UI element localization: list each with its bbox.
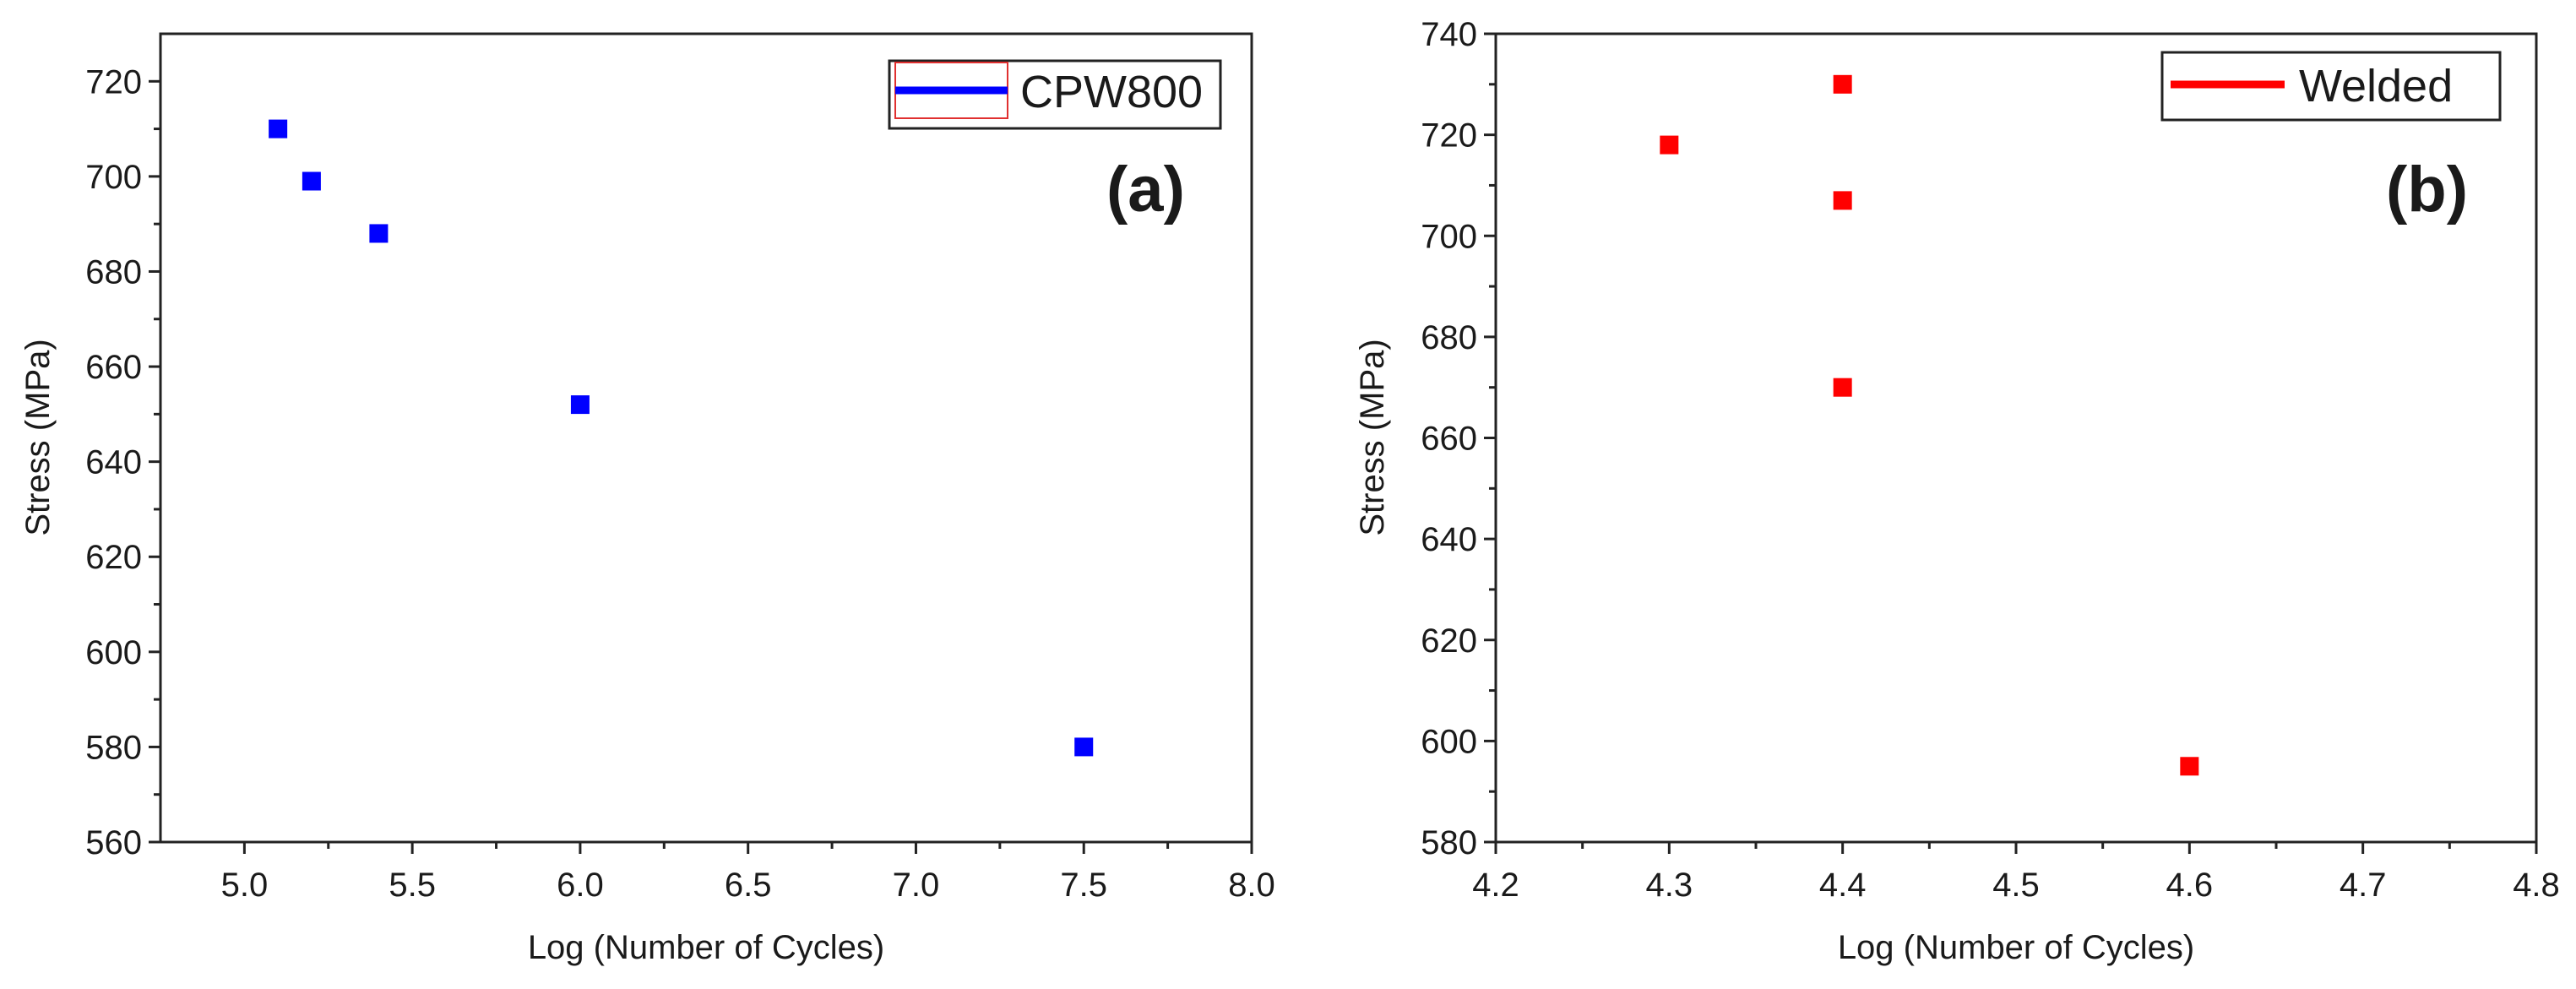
data-point-a [369, 224, 389, 243]
x-tick-label-b: 4.5 [1992, 867, 2040, 904]
panel-label-b: (b) [2386, 154, 2468, 226]
data-point-b [1833, 191, 1852, 210]
x-tick-label-a: 7.0 [893, 867, 940, 904]
x-tick-label-b: 4.6 [2166, 867, 2214, 904]
data-point-b [2180, 757, 2199, 776]
data-point-b [1660, 135, 1679, 155]
y-tick-label-a: 600 [85, 634, 142, 671]
y-tick-label-b: 620 [1421, 622, 1477, 660]
y-tick-label-a: 700 [85, 159, 142, 196]
chart-a: 5.0 5.5 6.0 6.5 7.0 7.5 8.0 560 580 600 620 640 660 6… [19, 32, 1275, 966]
x-tick-label-a: 6.0 [557, 867, 604, 904]
x-tick-label-b: 4.8 [2513, 867, 2560, 904]
y-tick-label-b: 660 [1421, 421, 1477, 458]
plot-frame-a [159, 32, 1253, 844]
x-tick-label-b: 4.7 [2340, 867, 2387, 904]
data-point-a [570, 395, 590, 415]
panel-label-a: (a) [1106, 154, 1185, 226]
y-tick-label-b: 720 [1421, 117, 1477, 155]
data-point-b [1833, 378, 1852, 397]
x-tick-label-b: 4.2 [1472, 867, 1519, 904]
x-tick-label-a: 7.5 [1060, 867, 1107, 904]
data-point-b [1833, 74, 1852, 94]
points-b [1660, 74, 2199, 776]
x-tick-label-a: 5.0 [221, 867, 269, 904]
ticks-a: 5.0 5.5 6.0 6.5 7.0 7.5 8.0 560 580 600 620 640 660 6… [85, 63, 1275, 904]
y-tick-label-b: 600 [1421, 723, 1477, 760]
data-point-a [269, 119, 288, 139]
ticks-b: 4.2 4.3 4.4 4.5 4.6 4.7 4.8 580 600 620 640 660 680 7… [1421, 16, 2560, 904]
y-tick-label-a: 560 [85, 824, 142, 861]
data-point-a [302, 171, 321, 191]
points-a [269, 119, 1094, 757]
y-tick-label-a: 640 [85, 444, 142, 481]
plot-frame-b [1494, 32, 2538, 844]
y-axis-title-b: Stress (MPa) [1354, 339, 1391, 535]
y-tick-label-a: 660 [85, 349, 142, 386]
x-axis-title-a: Log (Number of Cycles) [528, 929, 884, 966]
chart-b: 4.2 4.3 4.4 4.5 4.6 4.7 4.8 580 600 620 640 660 680 7… [1354, 16, 2560, 966]
legend-label-b: Welded [2299, 61, 2453, 111]
x-tick-label-b: 4.3 [1646, 867, 1693, 904]
x-tick-label-a: 8.0 [1228, 867, 1275, 904]
y-tick-label-b: 700 [1421, 218, 1477, 255]
x-tick-label-b: 4.4 [1819, 867, 1867, 904]
y-tick-label-b: 680 [1421, 319, 1477, 356]
legend-a: CPW800 [888, 59, 1222, 130]
data-point-a [1074, 737, 1094, 757]
legend-box-a [888, 59, 1222, 130]
x-tick-label-a: 6.5 [725, 867, 772, 904]
y-tick-label-b: 740 [1421, 16, 1477, 53]
y-tick-label-a: 580 [85, 729, 142, 766]
y-tick-label-b: 580 [1421, 824, 1477, 861]
legend-label-a: CPW800 [1020, 67, 1203, 117]
y-tick-label-a: 680 [85, 253, 142, 291]
y-tick-label-b: 640 [1421, 521, 1477, 558]
x-axis-title-b: Log (Number of Cycles) [1838, 929, 2194, 966]
y-axis-title-a: Stress (MPa) [19, 339, 57, 535]
x-tick-label-a: 5.5 [389, 867, 436, 904]
y-tick-label-a: 720 [85, 63, 142, 101]
y-tick-label-a: 620 [85, 539, 142, 576]
legend-b: Welded [2160, 51, 2502, 122]
